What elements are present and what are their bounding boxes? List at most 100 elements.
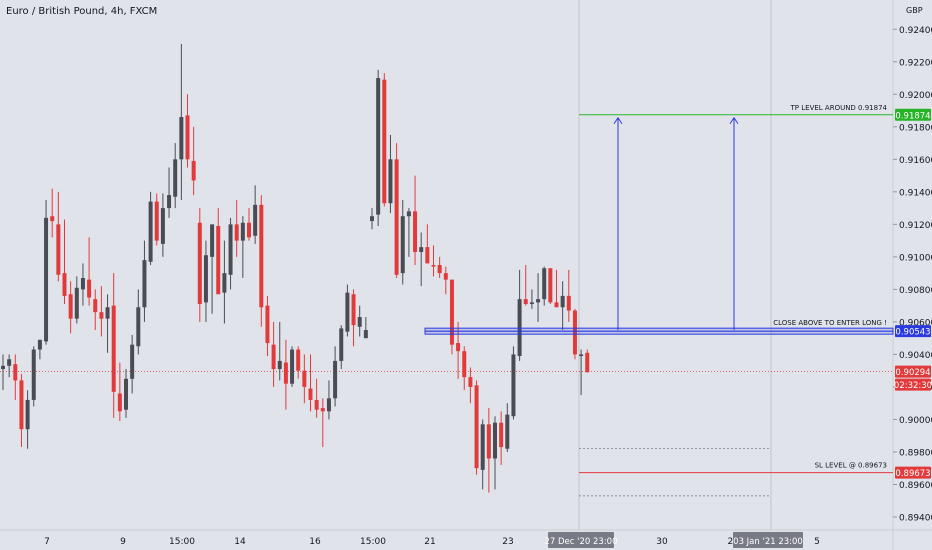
candle-body [265,305,270,344]
candle-body [111,305,116,392]
time-tick-label: 23 [502,537,513,547]
current-price-badge-label: 0.90294 [895,368,930,378]
candle-body [326,398,331,412]
candle-body [240,222,245,241]
crosshair-date-label: 27 Dec '20 23:00 [544,537,617,547]
candle-body [585,352,590,373]
candle-body [382,79,387,204]
entry-price-badge [895,325,931,338]
candle-body [271,344,276,370]
candle-body [517,299,522,357]
candle-body [339,328,344,361]
candle-body [117,393,122,412]
candle-body [19,380,24,430]
candle-body [413,211,418,252]
candle-body [357,317,362,327]
price-tick-label: 0.89400 [899,513,932,523]
entry-price-badge-label: 0.90543 [895,328,930,338]
candle-body [136,307,141,347]
candle-body [302,370,307,387]
candle-body [572,310,577,355]
countdown-badge [895,378,931,391]
candle-body [462,351,467,378]
current-price-badge [895,365,931,378]
candle-body [93,299,98,313]
candle-body [320,408,325,412]
candle-body [505,414,510,449]
candle-body [523,299,528,305]
candle-body [80,278,85,290]
time-tick-label: 15:00 [169,537,195,547]
candle-body [154,201,159,241]
candle-body [228,224,233,275]
countdown-label: 02:32:30 [894,381,932,391]
target-arrowhead-1 [613,116,623,125]
candle-body [179,117,184,160]
candle-body [394,159,399,275]
time-tick-label: 9 [120,537,126,547]
time-axis-area [0,530,932,550]
candle-body [277,360,282,370]
candle-body [253,204,258,236]
candle-body [68,294,73,319]
crosshair-date-box [733,532,803,548]
candle-body [480,424,485,470]
crosshair-date-box [548,532,614,548]
candle-body [31,349,36,400]
time-tick-label: 5 [814,537,820,547]
candle-body [493,422,497,459]
candle-body [142,260,147,308]
chart-title: Euro / British Pound, 4h, FXCM [6,6,158,17]
candle-body [370,216,374,222]
candle-body [376,78,381,215]
candle-body [560,295,565,308]
candle-body [222,273,227,293]
candle-body [234,224,239,241]
candle-body [431,265,436,267]
candle-body [388,159,393,204]
candle-body [400,216,405,274]
entry-label: CLOSE ABOVE TO ENTER LONG ! [773,319,887,327]
candle-body [425,247,430,264]
candle-body [56,224,61,275]
tp-label: TP LEVEL AROUND 0.91874 [790,104,888,112]
target-arrowhead-2 [729,116,739,125]
time-tick-label: 7 [44,537,50,547]
candle-body [437,265,442,274]
candle-body [185,115,190,160]
candle-body [173,159,178,197]
currency-label: GBP [906,6,923,15]
candle-body [419,247,424,252]
candle-body [542,268,547,300]
candle-body [290,349,295,384]
candle-body [197,222,202,305]
candle-body [259,204,264,308]
candle-body [406,211,411,217]
time-tick-label: 21 [424,537,435,547]
candle-body [536,299,541,303]
candle-body [511,354,516,417]
candle-body [283,362,288,384]
candle-body [74,287,79,319]
candle-body [130,344,135,379]
tp-price-badge-label: 0.91874 [895,111,930,121]
candle-body [474,385,479,469]
time-tick-label: 14 [234,537,246,547]
candle-body [529,302,534,305]
tp-price-badge [895,108,931,121]
candle-body [247,222,251,238]
time-tick-label: 16 [309,537,321,547]
candle-body [351,294,356,326]
time-tick-label: 15:00 [360,537,386,547]
candle-body [548,268,553,303]
sl-price-badge [895,466,931,479]
